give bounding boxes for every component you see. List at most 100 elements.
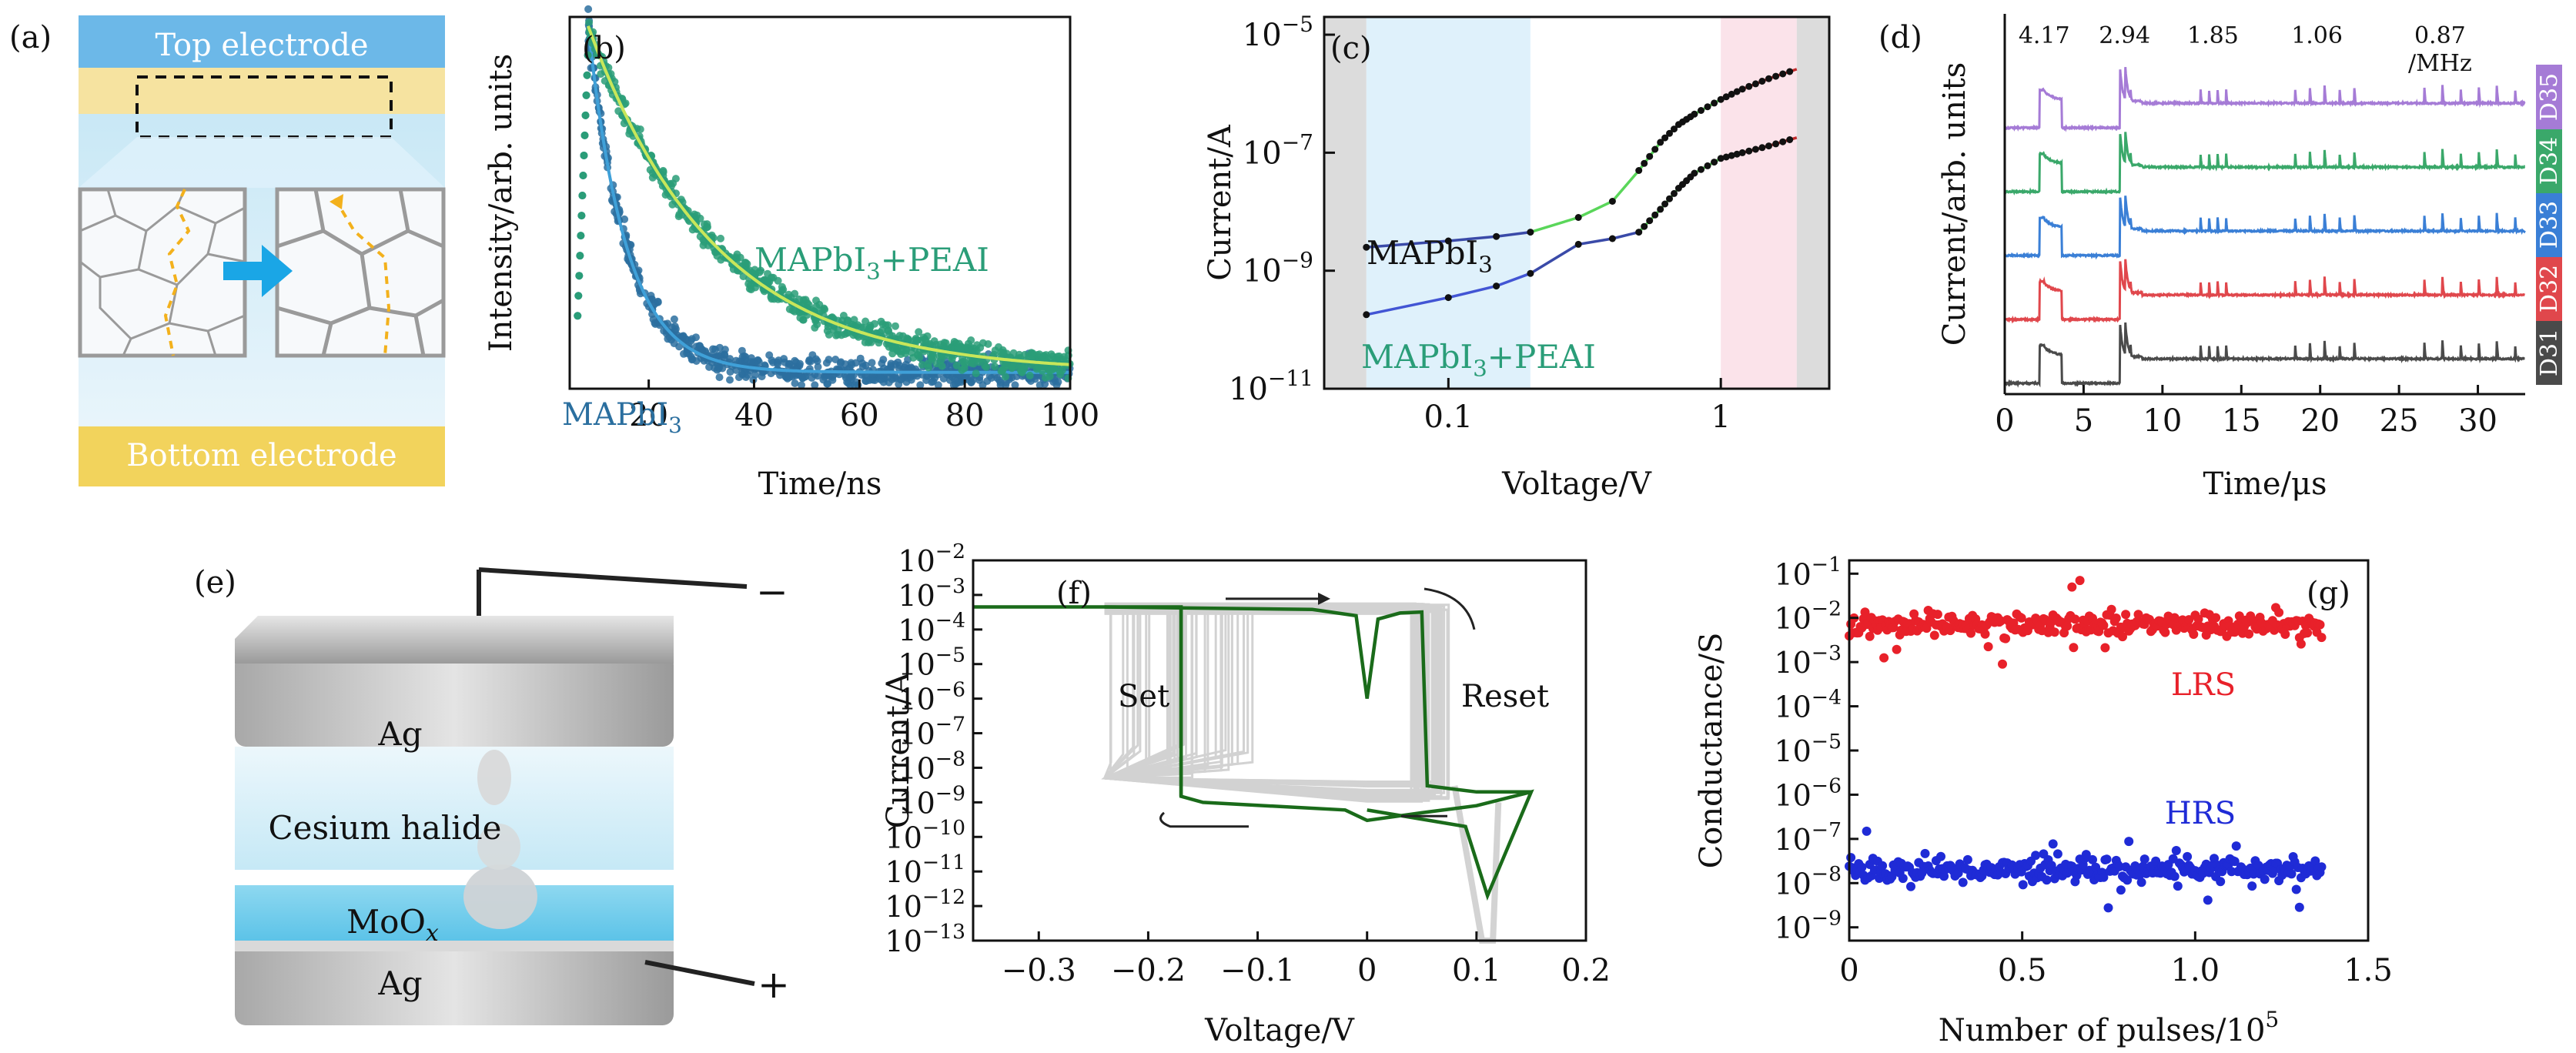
data-point <box>574 312 582 320</box>
data-point <box>2124 837 2134 847</box>
data-point <box>661 191 670 199</box>
data-point <box>2118 632 2127 642</box>
data-point <box>578 192 587 200</box>
arrow-set <box>1159 811 1249 828</box>
data-point <box>2121 610 2131 620</box>
data-point <box>2001 633 2011 644</box>
data-point <box>696 342 704 350</box>
filament <box>477 750 511 805</box>
top-wire-h <box>478 567 748 589</box>
data-point <box>2303 628 2313 638</box>
data-point <box>1698 107 1705 114</box>
data-point <box>1691 169 1698 177</box>
data-point <box>580 131 589 139</box>
top-ag-face <box>235 616 674 664</box>
data-point <box>699 241 708 249</box>
data-point <box>774 356 783 365</box>
data-point <box>2091 862 2101 872</box>
data-point <box>670 339 678 348</box>
data-point <box>1983 642 1993 652</box>
data-point <box>670 315 678 323</box>
fit-line <box>1366 272 1531 316</box>
data-point <box>861 317 870 326</box>
data-point <box>1728 90 1735 98</box>
zoom-box <box>135 75 393 139</box>
y-tick-label: 10−6 <box>898 678 965 717</box>
data-point <box>1932 610 1942 620</box>
data-point <box>932 359 941 368</box>
data-point <box>1962 854 1972 864</box>
x-tick-label: 30 <box>2458 403 2497 439</box>
data-point <box>2247 881 2257 891</box>
data-point <box>2274 607 2284 617</box>
data-point <box>892 322 899 330</box>
data-point <box>813 357 821 365</box>
data-point <box>2099 872 2109 882</box>
data-point <box>996 378 1005 386</box>
plot-frame <box>1323 15 1831 390</box>
trace-d35 <box>2004 66 2526 132</box>
data-point <box>1608 198 1616 205</box>
fit-line <box>1529 230 1640 275</box>
data-point <box>958 366 966 374</box>
data-point <box>1717 155 1725 162</box>
data-point <box>2231 841 2241 851</box>
data-point <box>1051 364 1059 373</box>
data-point <box>580 151 588 159</box>
data-point <box>1661 134 1669 142</box>
data-point <box>597 70 605 79</box>
data-point <box>915 353 924 362</box>
panel-label: (f) <box>1056 576 1092 611</box>
cesium-halide-layer <box>235 747 674 870</box>
data-point <box>2280 630 2290 639</box>
data-point <box>991 363 999 371</box>
y-tick-label: 10−9 <box>1243 248 1313 289</box>
y-tick-label: 10−9 <box>898 781 965 820</box>
data-point <box>1717 95 1725 103</box>
data-point <box>1042 373 1049 382</box>
y-tick-label: 10−13 <box>885 920 965 958</box>
data-point <box>926 350 935 358</box>
data-point <box>845 379 852 387</box>
series-tag-d31 <box>2536 320 2562 385</box>
data-point <box>1651 211 1659 219</box>
x-tick-label: 20 <box>2300 403 2340 439</box>
data-point <box>825 330 833 339</box>
y-axis-label: Current/A <box>1203 124 1238 281</box>
frequency-label: 1.06 <box>2291 22 2343 49</box>
data-point <box>915 328 923 336</box>
data-point <box>2069 643 2079 653</box>
data-point <box>939 374 948 383</box>
data-point <box>2111 613 2121 623</box>
x-tick-label: 1.0 <box>2171 953 2220 988</box>
data-point <box>1012 373 1021 380</box>
cycle-curve <box>1104 605 1427 798</box>
data-point <box>2211 613 2221 623</box>
data-point <box>806 357 815 366</box>
fit-line <box>586 25 1070 374</box>
trace-d33 <box>2004 196 2526 260</box>
data-point <box>1671 125 1678 133</box>
data-point <box>859 323 868 332</box>
data-point <box>1657 139 1664 146</box>
cycle-curves <box>1101 602 1502 944</box>
data-point <box>824 379 832 388</box>
data-point <box>1363 243 1370 251</box>
data-point <box>1363 311 1370 319</box>
data-point <box>774 276 782 285</box>
x-tick-label: 10 <box>2143 403 2182 439</box>
x-tick-label: 25 <box>2380 403 2419 439</box>
legend-mapbi3-peai: MAPbI3+PEAI <box>754 241 989 285</box>
data-point <box>1786 68 1794 75</box>
data-point <box>1671 189 1678 197</box>
x-axis-label: Time/ns <box>758 466 882 502</box>
data-point <box>2018 880 2028 890</box>
data-point <box>2287 869 2297 879</box>
data-point <box>581 111 590 119</box>
y-tick-label: 10−11 <box>885 851 965 889</box>
panel-a-label: (a) <box>9 20 52 55</box>
series-tag-label: D31 <box>2536 329 2563 376</box>
data-point <box>1641 159 1648 167</box>
data-point <box>2317 862 2327 872</box>
data-point <box>1728 152 1735 159</box>
